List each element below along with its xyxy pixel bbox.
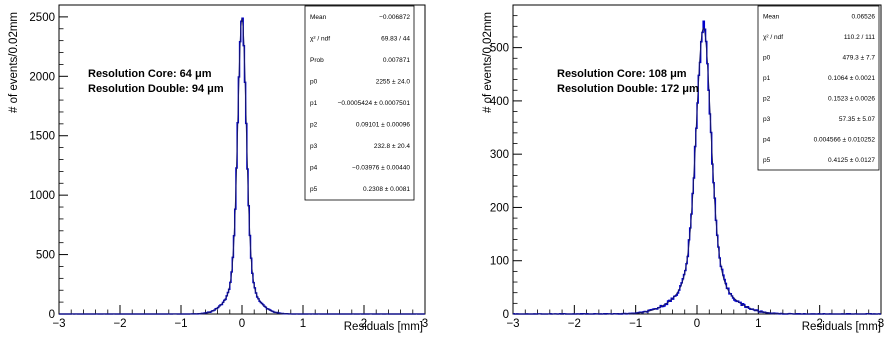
left-stats-value: −0.03976 ± 0.00440 xyxy=(352,165,410,172)
right-stats-value: 57.35 ± 5.07 xyxy=(839,116,875,123)
right-x-tick-label: −3 xyxy=(506,318,519,330)
right-stats-key: p0 xyxy=(763,54,771,61)
left-stats-key: p3 xyxy=(310,143,318,150)
right-y-tick-label: 200 xyxy=(490,202,509,214)
left-stats-key: p2 xyxy=(310,122,318,129)
left-stats-key: Prob xyxy=(310,57,324,64)
right-stats-key: p2 xyxy=(763,95,771,102)
left-y-axis-title: # of events/0.02mm xyxy=(8,12,20,113)
left-stats-frame xyxy=(304,5,415,201)
left-y-tick-label: 500 xyxy=(36,250,55,262)
left-stats-value: 0.007871 xyxy=(383,57,410,64)
right-x-tick-label: −2 xyxy=(568,318,581,330)
left-fit-curve xyxy=(59,18,425,315)
right-stats-frame xyxy=(757,5,880,171)
left-annotation-core: Resolution Core: 64 μm xyxy=(88,68,212,80)
right-y-tick-label: 100 xyxy=(490,256,509,268)
left-stats-key: p1 xyxy=(310,100,318,107)
right-x-tick-label: 2 xyxy=(816,318,822,330)
right-stats-value: 0.4125 ± 0.0127 xyxy=(828,157,875,164)
left-stats-value: 0.2308 ± 0.0081 xyxy=(363,186,410,193)
left-stats-value: −0.006872 xyxy=(379,14,410,21)
right-y-tick-label: 400 xyxy=(490,96,509,108)
right-y-tick-labels: 0 100 200 300 400 500 xyxy=(490,43,509,321)
left-x-tick-label: 0 xyxy=(239,318,245,330)
right-stats-rows: Mean 0.06526 χ² / ndf 110.2 / 111 p0 479.3 ± … xyxy=(763,13,875,164)
left-stats-value: 232.8 ± 20.4 xyxy=(374,143,410,150)
left-panel: −3 −2 −1 0 1 2 3 0 500 1000 1500 2000 2500 Residual… xyxy=(8,4,428,333)
left-stats-key: p0 xyxy=(310,78,318,85)
left-x-tick-label: 1 xyxy=(300,318,306,330)
right-panel: −3 −2 −1 0 1 2 3 0 100 200 300 400 500 Residuals [m… xyxy=(482,4,884,333)
right-x-tick-label: 3 xyxy=(878,318,884,330)
right-y-axis-title: # of events/0.02mm xyxy=(482,12,494,113)
left-stats-rows: Mean −0.006872 χ² / ndf 69.83 / 44 Prob 0.007… xyxy=(310,14,410,193)
right-x-tick-label: −1 xyxy=(629,318,642,330)
left-y-tick-label: 2000 xyxy=(29,71,55,83)
left-x-tick-label: −2 xyxy=(113,318,126,330)
right-grid-ticks xyxy=(512,4,882,315)
left-annotation-double: Resolution Double: 94 μm xyxy=(88,83,224,95)
left-x-tick-labels: −3 −2 −1 0 1 2 3 xyxy=(52,318,428,330)
right-stats-value: 0.004566 ± 0.010252 xyxy=(814,136,876,143)
right-stats-box: Mean 0.06526 χ² / ndf 110.2 / 111 p0 479.3 ± … xyxy=(757,5,880,171)
right-stats-value: 0.06526 xyxy=(852,13,876,20)
right-x-axis-title: Residuals [mm] xyxy=(802,321,881,333)
left-stats-value: 0.09101 ± 0.00096 xyxy=(356,122,411,129)
right-x-tick-label: 0 xyxy=(694,318,700,330)
left-x-tick-label: 3 xyxy=(422,318,428,330)
right-y-tick-label: 500 xyxy=(490,43,509,55)
left-stats-value: −0.0005424 ± 0.0007501 xyxy=(338,100,411,107)
right-stats-value: 479.3 ± 7.7 xyxy=(843,54,876,61)
left-x-tick-label: −3 xyxy=(52,318,65,330)
right-stats-value: 0.1523 ± 0.0026 xyxy=(828,95,875,102)
right-stats-key: p3 xyxy=(763,116,771,123)
left-y-tick-labels: 0 500 1000 1500 2000 2500 xyxy=(29,12,55,321)
left-x-tick-label: 2 xyxy=(361,318,367,330)
left-stats-value: 69.83 / 44 xyxy=(381,35,410,42)
left-y-tick-label: 1000 xyxy=(29,190,55,202)
right-fit-curve xyxy=(513,27,881,315)
right-stats-key: p5 xyxy=(763,157,771,164)
left-y-tick-label: 2500 xyxy=(29,12,55,24)
right-annotation-double: Resolution Double: 172 μm xyxy=(557,83,699,95)
right-stats-key: p4 xyxy=(763,136,771,143)
right-annotation-core: Resolution Core: 108 μm xyxy=(557,68,687,80)
left-y-tick-label: 1500 xyxy=(29,131,55,143)
right-y-tick-label: 0 xyxy=(503,309,509,321)
left-x-axis-title: Residuals [mm] xyxy=(344,321,423,333)
left-y-tick-label: 0 xyxy=(49,309,55,321)
left-stats-key: p4 xyxy=(310,165,318,172)
right-x-tick-label: 1 xyxy=(755,318,761,330)
left-stats-value: 2255 ± 24.0 xyxy=(376,78,411,85)
left-stats-key: Mean xyxy=(310,14,327,21)
right-x-tick-labels: −3 −2 −1 0 1 2 3 xyxy=(506,318,884,330)
left-stats-box: Mean −0.006872 χ² / ndf 69.83 / 44 Prob 0.007… xyxy=(304,5,415,201)
right-stats-key: χ² / ndf xyxy=(763,34,783,41)
left-x-tick-label: −1 xyxy=(174,318,187,330)
right-stats-key: p1 xyxy=(763,75,771,82)
left-stats-key: χ² / ndf xyxy=(310,35,330,42)
right-stats-value: 0.1064 ± 0.0021 xyxy=(828,75,875,82)
right-y-tick-label: 300 xyxy=(490,149,509,161)
left-stats-key: p5 xyxy=(310,186,318,193)
right-stats-value: 110.2 / 111 xyxy=(844,34,875,41)
right-stats-key: Mean xyxy=(763,13,780,20)
